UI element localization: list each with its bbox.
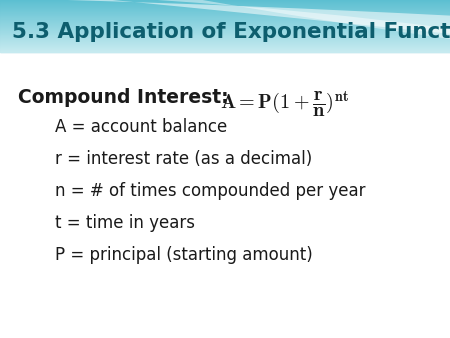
Text: P = principal (starting amount): P = principal (starting amount) (55, 246, 313, 264)
Text: 5.3 Application of Exponential Functions: 5.3 Application of Exponential Functions (12, 22, 450, 42)
Text: t = time in years: t = time in years (55, 214, 195, 232)
PathPatch shape (158, 0, 450, 39)
PathPatch shape (68, 0, 450, 34)
Text: A = account balance: A = account balance (55, 118, 227, 136)
Text: Compound Interest:: Compound Interest: (18, 88, 229, 107)
Text: n = # of times compounded per year: n = # of times compounded per year (55, 182, 365, 200)
Text: $\mathbf{A = P(1 + \dfrac{r}{n})^{nt}}$: $\mathbf{A = P(1 + \dfrac{r}{n})^{nt}}$ (220, 90, 349, 120)
Text: r = interest rate (as a decimal): r = interest rate (as a decimal) (55, 150, 312, 168)
